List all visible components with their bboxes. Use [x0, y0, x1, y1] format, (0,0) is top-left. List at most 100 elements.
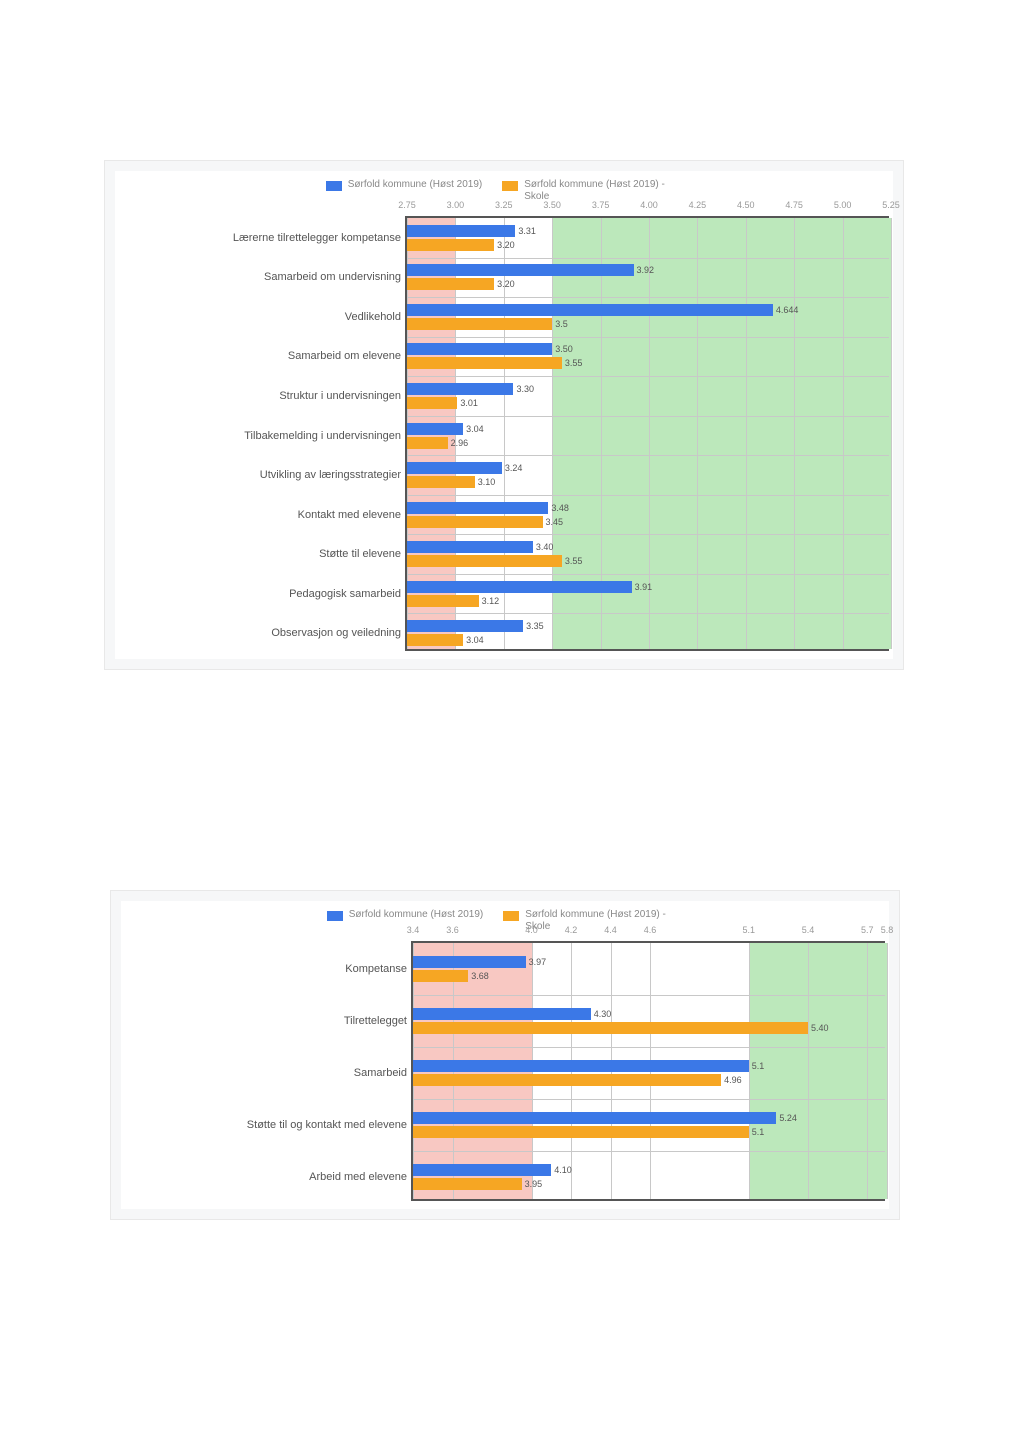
- bar-value-label: 3.68: [468, 971, 489, 981]
- bar-series-2: [407, 634, 463, 646]
- category-label: Vedlikehold: [345, 311, 407, 323]
- gridline-horizontal: [407, 337, 889, 338]
- bar-series-2: [407, 595, 479, 607]
- x-tick-label: 5.25: [882, 200, 900, 210]
- gridline-horizontal: [407, 613, 889, 614]
- bar-value-label: 3.92: [634, 265, 655, 275]
- gridline-horizontal: [413, 995, 885, 996]
- bar-value-label: 3.20: [494, 240, 515, 250]
- bar-series-2: [413, 1178, 522, 1190]
- bar-series-1: [407, 462, 502, 474]
- x-tick-label: 4.00: [640, 200, 658, 210]
- x-tick-label: 2.75: [398, 200, 416, 210]
- chart-1: Sørfold kommune (Høst 2019) Sørfold komm…: [104, 160, 904, 670]
- x-tick-label: 3.6: [446, 925, 459, 935]
- bar-series-1: [407, 581, 632, 593]
- gridline-vertical: [697, 218, 698, 649]
- bar-value-label: 3.55: [562, 556, 583, 566]
- bar-value-label: 3.01: [457, 398, 478, 408]
- bar-value-label: 3.12: [479, 596, 500, 606]
- bar-value-label: 3.31: [515, 226, 536, 236]
- bar-series-1: [407, 304, 773, 316]
- category-label: Arbeid med elevene: [309, 1171, 413, 1183]
- category-label: Kompetanse: [345, 963, 413, 975]
- category-label: Tilbakemelding i undervisningen: [244, 430, 407, 442]
- bar-value-label: 3.95: [522, 1179, 543, 1189]
- bar-value-label: 3.55: [562, 358, 583, 368]
- chart-1-inner: Sørfold kommune (Høst 2019) Sørfold komm…: [115, 171, 893, 659]
- bar-value-label: 4.644: [773, 305, 799, 315]
- bar-value-label: 3.30: [513, 384, 534, 394]
- bar-value-label: 3.50: [552, 344, 573, 354]
- bar-value-label: 3.20: [494, 279, 515, 289]
- gridline-horizontal: [407, 376, 889, 377]
- category-label: Utvikling av læringsstrategier: [260, 469, 407, 481]
- bar-series-1: [413, 1060, 749, 1072]
- gridline-vertical: [887, 943, 888, 1199]
- x-tick-label: 5.8: [881, 925, 894, 935]
- x-tick-label: 5.4: [802, 925, 815, 935]
- category-label: Pedagogisk samarbeid: [289, 588, 407, 600]
- bar-series-2: [407, 318, 552, 330]
- chart-2-inner: Sørfold kommune (Høst 2019) Sørfold komm…: [121, 901, 889, 1209]
- page: Sørfold kommune (Høst 2019) Sørfold komm…: [0, 0, 1024, 1448]
- legend-swatch-series-2: [502, 181, 518, 191]
- bar-series-2: [407, 239, 494, 251]
- bar-value-label: 3.04: [463, 424, 484, 434]
- x-tick-label: 4.0: [525, 925, 538, 935]
- legend-label-series-1: Sørfold kommune (Høst 2019): [348, 179, 483, 191]
- bar-value-label: 2.96: [448, 438, 469, 448]
- chart-1-plot: 2.753.003.253.503.754.004.254.504.755.00…: [405, 216, 889, 651]
- bar-value-label: 5.1: [749, 1127, 765, 1137]
- gridline-vertical: [891, 218, 892, 649]
- gridline-horizontal: [413, 1047, 885, 1048]
- bar-series-1: [407, 423, 463, 435]
- chart-2-plot: 3.43.64.04.24.44.65.15.45.75.8Kompetanse…: [411, 941, 885, 1201]
- category-label: Samarbeid om elevene: [288, 350, 407, 362]
- gridline-vertical: [794, 218, 795, 649]
- legend-item-series-1: Sørfold kommune (Høst 2019): [327, 909, 484, 933]
- category-label: Kontakt med elevene: [298, 509, 407, 521]
- gridline-horizontal: [413, 1099, 885, 1100]
- x-tick-label: 3.4: [407, 925, 420, 935]
- x-tick-label: 4.75: [785, 200, 803, 210]
- bar-series-1: [413, 1112, 776, 1124]
- bar-series-2: [413, 970, 468, 982]
- gridline-vertical: [746, 218, 747, 649]
- bar-value-label: 3.40: [533, 542, 554, 552]
- bar-value-label: 5.1: [749, 1061, 765, 1071]
- bar-value-label: 3.5: [552, 319, 568, 329]
- category-label: Støtte til elevene: [319, 548, 407, 560]
- gridline-vertical: [808, 943, 809, 1199]
- bar-series-1: [407, 383, 513, 395]
- bar-series-2: [413, 1022, 808, 1034]
- chart-2: Sørfold kommune (Høst 2019) Sørfold komm…: [110, 890, 900, 1220]
- gridline-horizontal: [413, 1151, 885, 1152]
- chart-2-legend: Sørfold kommune (Høst 2019) Sørfold komm…: [121, 901, 889, 937]
- bar-value-label: 3.04: [463, 635, 484, 645]
- bar-series-2: [407, 516, 543, 528]
- gridline-horizontal: [407, 495, 889, 496]
- gridline-horizontal: [407, 416, 889, 417]
- bar-series-1: [407, 343, 552, 355]
- background-zone: [749, 943, 887, 1199]
- gridline-horizontal: [407, 534, 889, 535]
- bar-series-2: [413, 1126, 749, 1138]
- gridline-vertical: [749, 943, 750, 1199]
- bar-series-2: [407, 278, 494, 290]
- x-tick-label: 5.7: [861, 925, 874, 935]
- bar-series-1: [413, 1008, 591, 1020]
- x-tick-label: 3.75: [592, 200, 610, 210]
- bar-series-1: [407, 541, 533, 553]
- gridline-horizontal: [407, 297, 889, 298]
- category-label: Samarbeid om undervisning: [264, 271, 407, 283]
- bar-series-1: [413, 1164, 551, 1176]
- legend-swatch-series-2: [503, 911, 519, 921]
- x-tick-label: 3.00: [447, 200, 465, 210]
- x-tick-label: 3.50: [543, 200, 561, 210]
- bar-value-label: 3.97: [526, 957, 547, 967]
- gridline-vertical: [867, 943, 868, 1199]
- bar-series-2: [407, 555, 562, 567]
- category-label: Observasjon og veiledning: [271, 627, 407, 639]
- gridline-horizontal: [407, 258, 889, 259]
